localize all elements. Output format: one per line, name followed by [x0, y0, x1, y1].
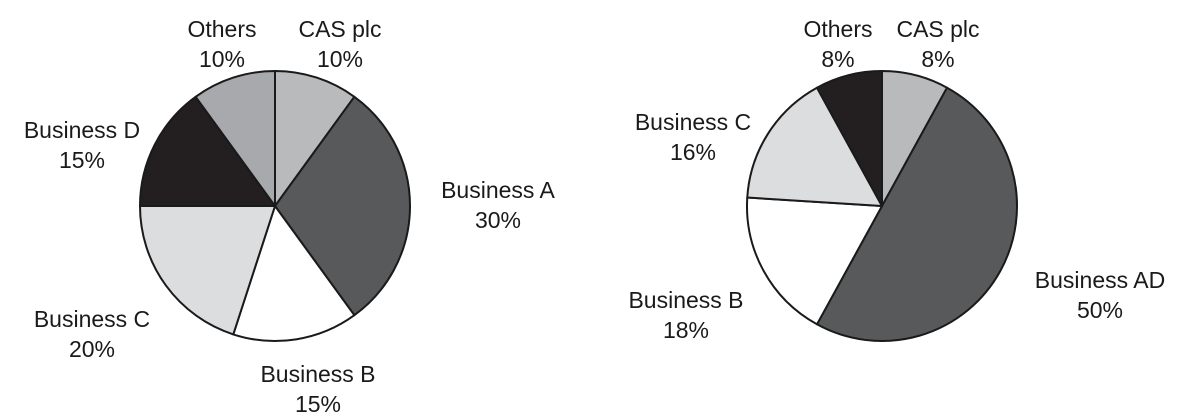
- slice-label-name: Others: [803, 16, 872, 42]
- pie-chart-right: CAS plc 8%Business AD 50%Business B 18%Busi…: [628, 16, 1165, 343]
- slice-label-percent: 15%: [295, 391, 341, 414]
- slice-label-business-c: Business C 16%: [635, 109, 751, 165]
- slice-label-business-b: Business B 15%: [260, 361, 375, 414]
- pie-slice-business-d: [139, 95, 276, 207]
- slice-label-name: Business D: [24, 117, 140, 143]
- slice-label-business-c: Business C 20%: [34, 306, 150, 362]
- slice-label-percent: 30%: [475, 207, 521, 233]
- slice-label-percent: 10%: [199, 46, 245, 72]
- slice-label-percent: 10%: [317, 46, 363, 72]
- pie-slice-others: [194, 70, 276, 207]
- slice-label-business-ad: Business AD 50%: [1035, 267, 1165, 323]
- pie-slice-business-b: [746, 196, 883, 326]
- slice-label-cas-plc: CAS plc 8%: [896, 16, 979, 72]
- slice-label-percent: 20%: [69, 336, 115, 362]
- pie-slice-business-ad: [815, 86, 1018, 342]
- pie-slice-business-b: [232, 205, 356, 342]
- slice-label-name: Business B: [628, 287, 743, 313]
- slice-label-percent: 18%: [663, 317, 709, 343]
- pie-slice-business-c: [139, 205, 276, 336]
- slice-label-name: CAS plc: [298, 16, 381, 42]
- slice-label-name: Business AD: [1035, 267, 1165, 293]
- slice-label-business-b: Business B 18%: [628, 287, 743, 343]
- slice-label-percent: 15%: [59, 147, 105, 173]
- slice-label-name: Others: [187, 16, 256, 42]
- pie-slice-others: [815, 70, 883, 207]
- slice-label-percent: 8%: [921, 46, 954, 72]
- slice-label-name: Business B: [260, 361, 375, 387]
- slice-label-name: Business A: [441, 177, 555, 203]
- slice-label-cas-plc: CAS plc 10%: [298, 16, 381, 72]
- slice-label-name: Business C: [635, 109, 751, 135]
- slice-label-name: CAS plc: [896, 16, 979, 42]
- pie-slice-cas-plc: [274, 70, 356, 207]
- slice-label-business-d: Business D 15%: [24, 117, 140, 173]
- pie-slice-business-c: [746, 86, 883, 207]
- slice-label-percent: 16%: [670, 139, 716, 165]
- pie-slice-business-a: [274, 95, 411, 317]
- slice-label-others: Others 10%: [187, 16, 256, 72]
- slice-label-others: Others 8%: [803, 16, 872, 72]
- slice-label-business-a: Business A 30%: [441, 177, 555, 233]
- slice-label-percent: 8%: [821, 46, 854, 72]
- slice-label-percent: 50%: [1077, 297, 1123, 323]
- pie-chart-left: CAS plc 10%Business A 30%Business B 15%Busi…: [24, 16, 556, 414]
- slice-label-name: Business C: [34, 306, 150, 332]
